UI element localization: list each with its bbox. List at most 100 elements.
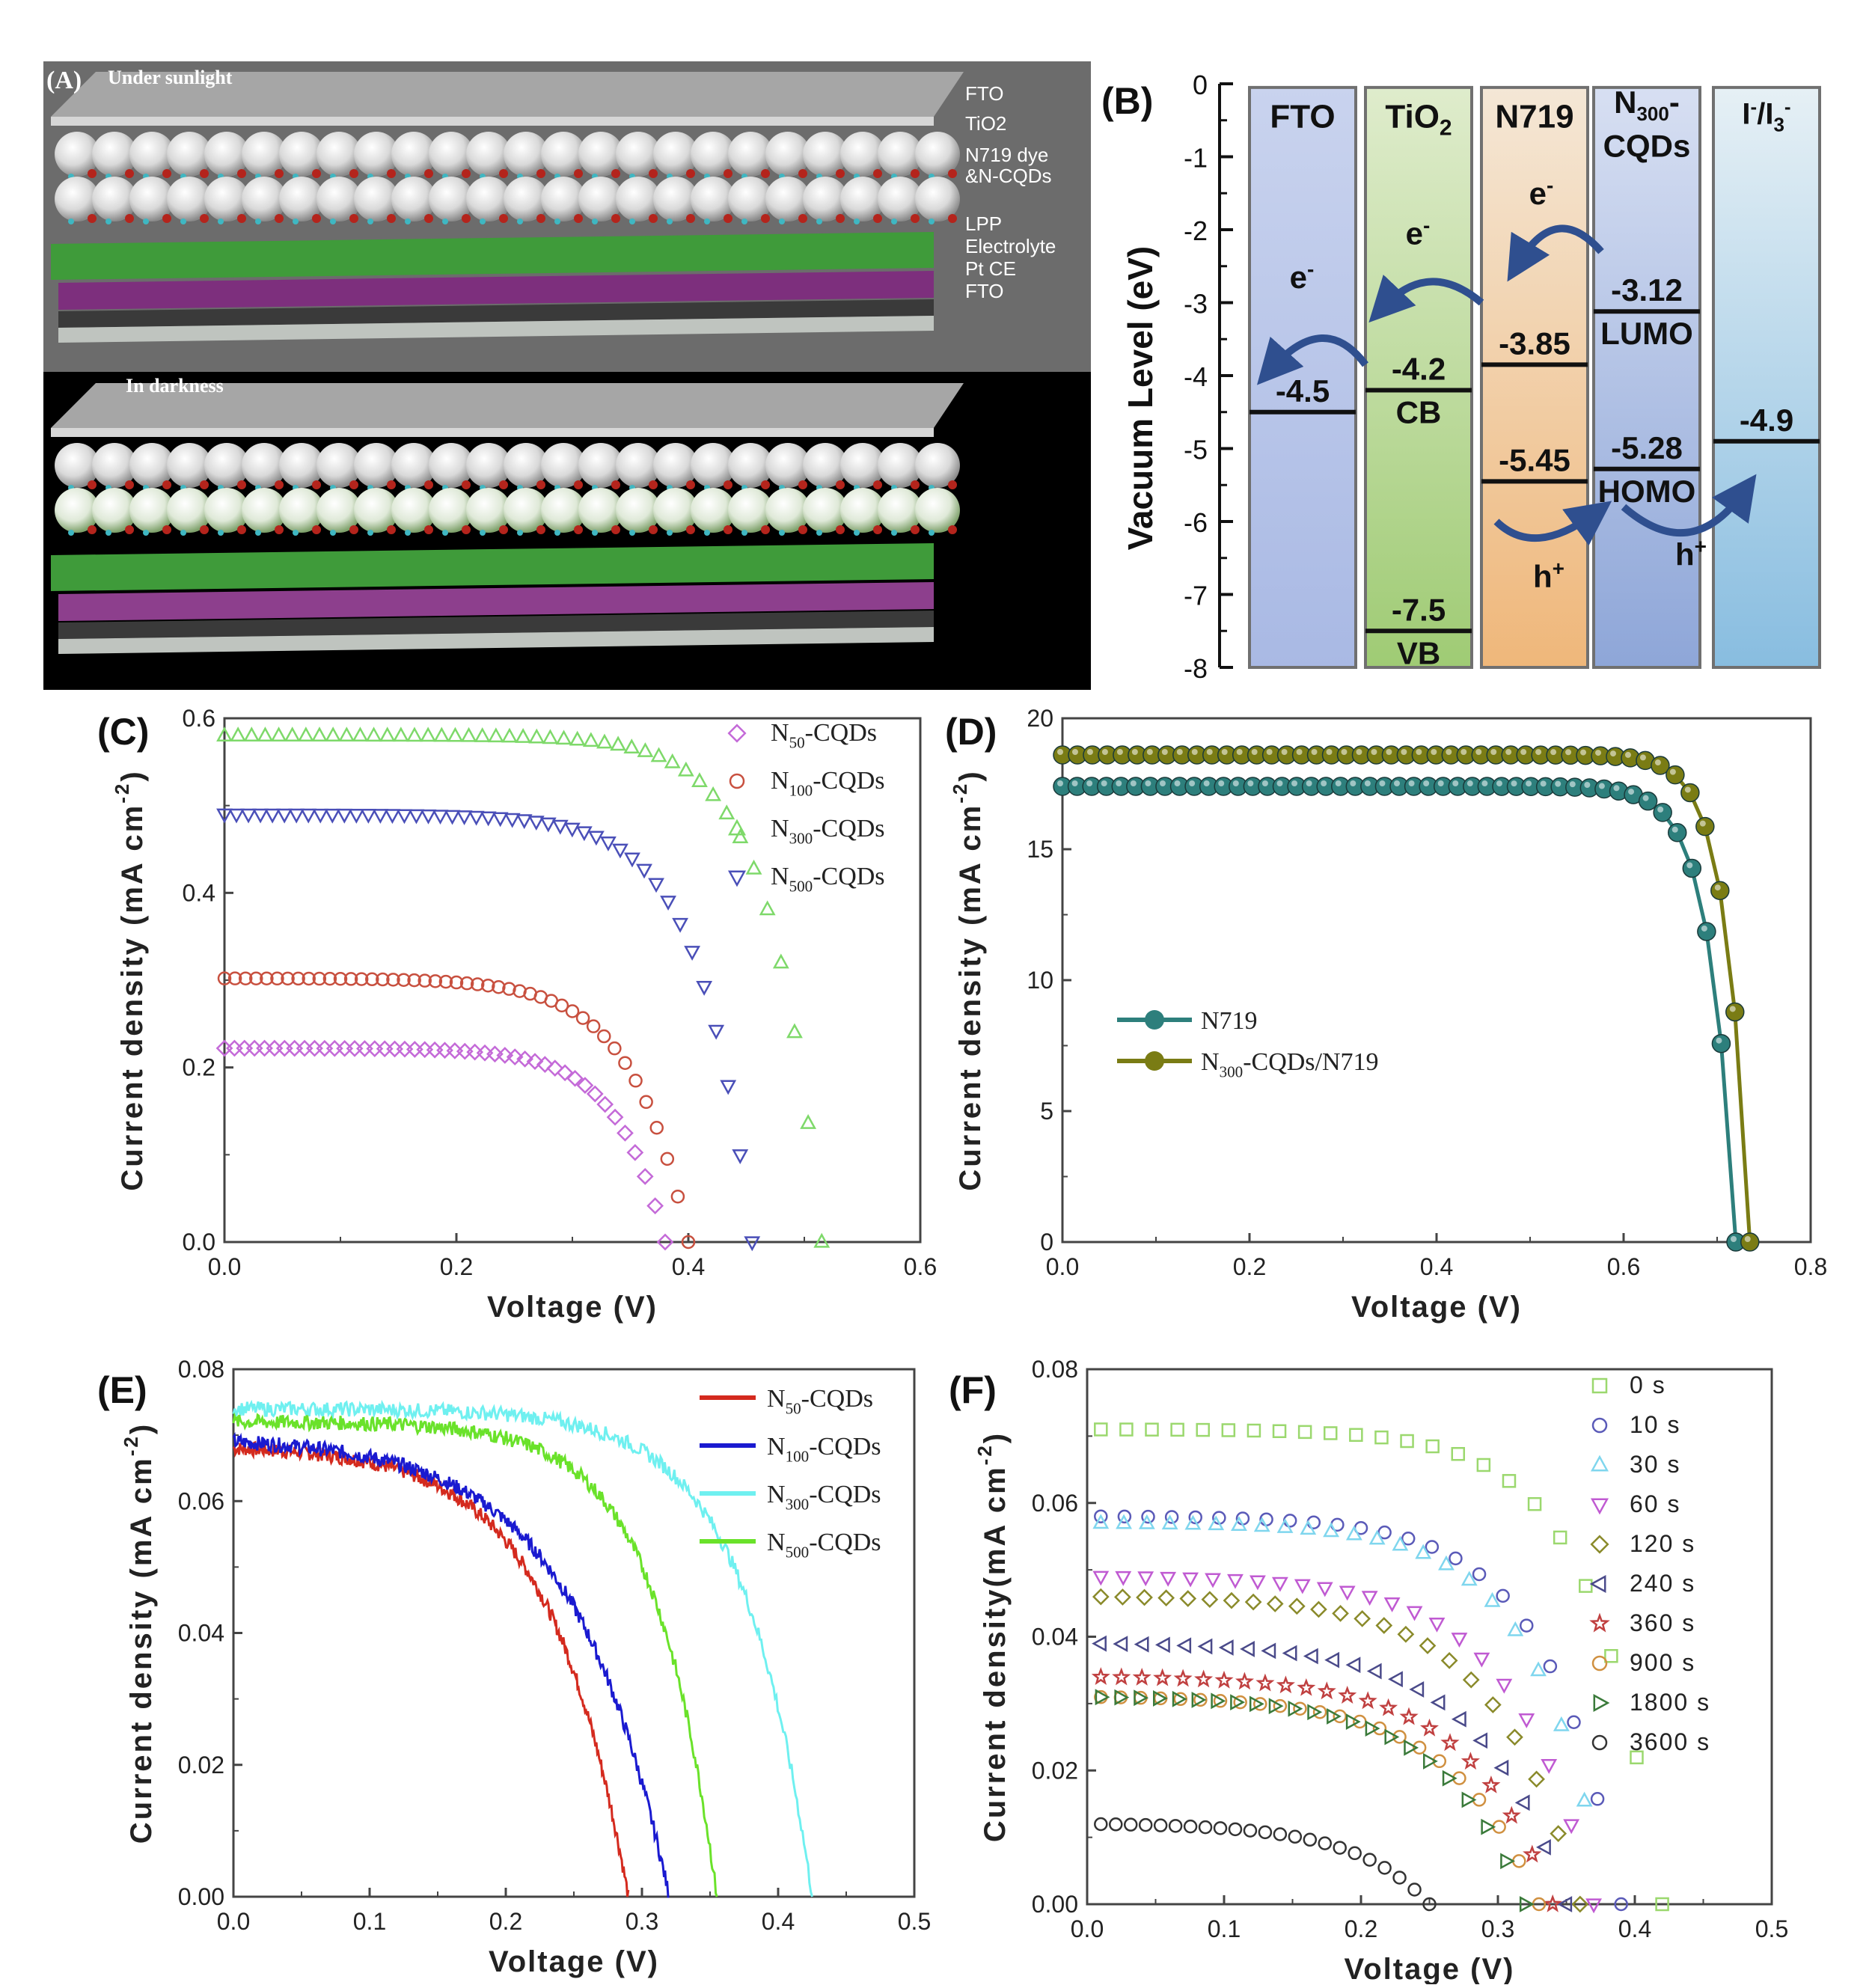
data-point xyxy=(346,1040,364,1057)
x-axis-label: Voltage (V) xyxy=(489,1945,659,1978)
data-point xyxy=(1243,1823,1258,1838)
data-point xyxy=(474,727,491,742)
data-point xyxy=(1422,1897,1437,1912)
dye-dot xyxy=(200,525,209,534)
data-point xyxy=(1500,1853,1516,1870)
layer-label-lpp: LPP xyxy=(965,212,1002,235)
data-point xyxy=(333,972,348,986)
data-point xyxy=(1655,1897,1669,1912)
panel-a-schematic: (A) Under sunlight In darkness FTO TiO2 … xyxy=(43,61,1091,690)
data-point xyxy=(459,976,474,991)
data-point-highlight xyxy=(1371,749,1377,756)
data-point xyxy=(1553,1530,1567,1545)
data-point-highlight xyxy=(1423,780,1430,787)
cqd-dot xyxy=(105,218,111,224)
x-tick-label: 0.2 xyxy=(440,1253,473,1280)
data-point xyxy=(1258,1825,1273,1840)
dye-dot xyxy=(499,525,508,534)
data-point xyxy=(1113,1636,1128,1653)
data-point xyxy=(1188,1510,1202,1525)
panel-b-ylabel: Vacuum Level (eV) xyxy=(1121,246,1160,551)
series-line xyxy=(232,1440,630,1897)
data-point xyxy=(1095,1689,1110,1706)
data-point-highlight xyxy=(1116,749,1123,755)
data-point xyxy=(392,727,409,742)
dye-dot xyxy=(275,480,284,489)
electrolyte-layer xyxy=(51,543,934,591)
x-tick-label: 0.2 xyxy=(1345,1915,1377,1942)
data-point xyxy=(1484,1591,1501,1607)
data-point xyxy=(343,972,358,986)
data-point xyxy=(406,727,423,742)
data-point xyxy=(1630,1750,1644,1765)
data-point xyxy=(1092,1570,1110,1586)
data-point xyxy=(291,971,305,986)
tio2-sphere xyxy=(429,443,474,488)
x-tick-label: 0.3 xyxy=(625,1908,658,1935)
data-point xyxy=(1132,1668,1151,1686)
data-point xyxy=(449,975,464,990)
data-point xyxy=(729,773,745,789)
dye-dot xyxy=(499,169,508,178)
data-point xyxy=(539,817,557,833)
data-point xyxy=(1406,1606,1423,1621)
data-point-highlight xyxy=(1401,749,1407,756)
panel-b-letter: (B) xyxy=(1101,80,1153,122)
data-point xyxy=(496,1047,514,1064)
x-tick-label: 0.4 xyxy=(762,1908,795,1935)
dye-dot xyxy=(686,169,695,178)
data-point xyxy=(436,1042,453,1059)
dye-dot xyxy=(948,480,957,489)
data-point xyxy=(302,971,316,986)
tio2-sphere xyxy=(691,177,735,221)
data-point-highlight xyxy=(1569,781,1576,788)
tio2-sphere xyxy=(242,443,287,488)
b-level-value: -3.12 xyxy=(1611,272,1683,308)
data-point xyxy=(1318,1836,1333,1850)
x-tick-label: 0.2 xyxy=(1233,1253,1266,1280)
data-point-highlight xyxy=(1247,780,1254,786)
data-point xyxy=(249,971,263,985)
series-N300-CQDs xyxy=(232,1399,813,1897)
data-point xyxy=(745,859,762,875)
data-point xyxy=(1590,1455,1609,1472)
data-point-highlight xyxy=(1261,780,1268,786)
data-point xyxy=(516,1050,533,1068)
dye-dot xyxy=(162,169,171,178)
data-point xyxy=(1161,1514,1178,1530)
dye-dot xyxy=(125,480,134,489)
tio2-sphere xyxy=(279,488,324,533)
data-point xyxy=(1589,1612,1610,1633)
series-line xyxy=(232,1411,718,1897)
data-point xyxy=(356,1040,373,1057)
data-point xyxy=(1300,1520,1317,1535)
data-point-highlight xyxy=(1296,749,1303,755)
tio2-sphere xyxy=(279,177,324,221)
data-point xyxy=(468,810,485,826)
dye-dot xyxy=(873,525,882,534)
tio2-sphere xyxy=(541,177,586,221)
data-point xyxy=(1196,1422,1210,1437)
data-point xyxy=(1361,1591,1378,1606)
data-point xyxy=(270,971,284,986)
data-point xyxy=(696,980,713,996)
x-axis-label: Voltage (V) xyxy=(487,1291,658,1324)
data-point-highlight xyxy=(1555,780,1562,787)
series-N50-CQDs xyxy=(215,1039,674,1251)
data-point xyxy=(1419,1637,1437,1654)
tio2-sphere xyxy=(55,132,100,177)
data-point-highlight xyxy=(1086,780,1093,786)
x-tick-label: 0.1 xyxy=(353,1908,386,1935)
data-point xyxy=(554,998,569,1013)
data-point xyxy=(270,727,287,741)
data-point xyxy=(1528,1770,1545,1788)
tio2-sphere xyxy=(354,443,399,488)
data-point xyxy=(1252,1697,1267,1711)
data-point xyxy=(650,747,667,762)
data-point xyxy=(216,727,233,741)
data-point xyxy=(1590,1535,1609,1554)
tio2-sphere xyxy=(728,488,773,533)
cqd-dot xyxy=(891,530,897,536)
cqd-dot xyxy=(554,530,560,536)
dye-dot xyxy=(237,525,246,534)
